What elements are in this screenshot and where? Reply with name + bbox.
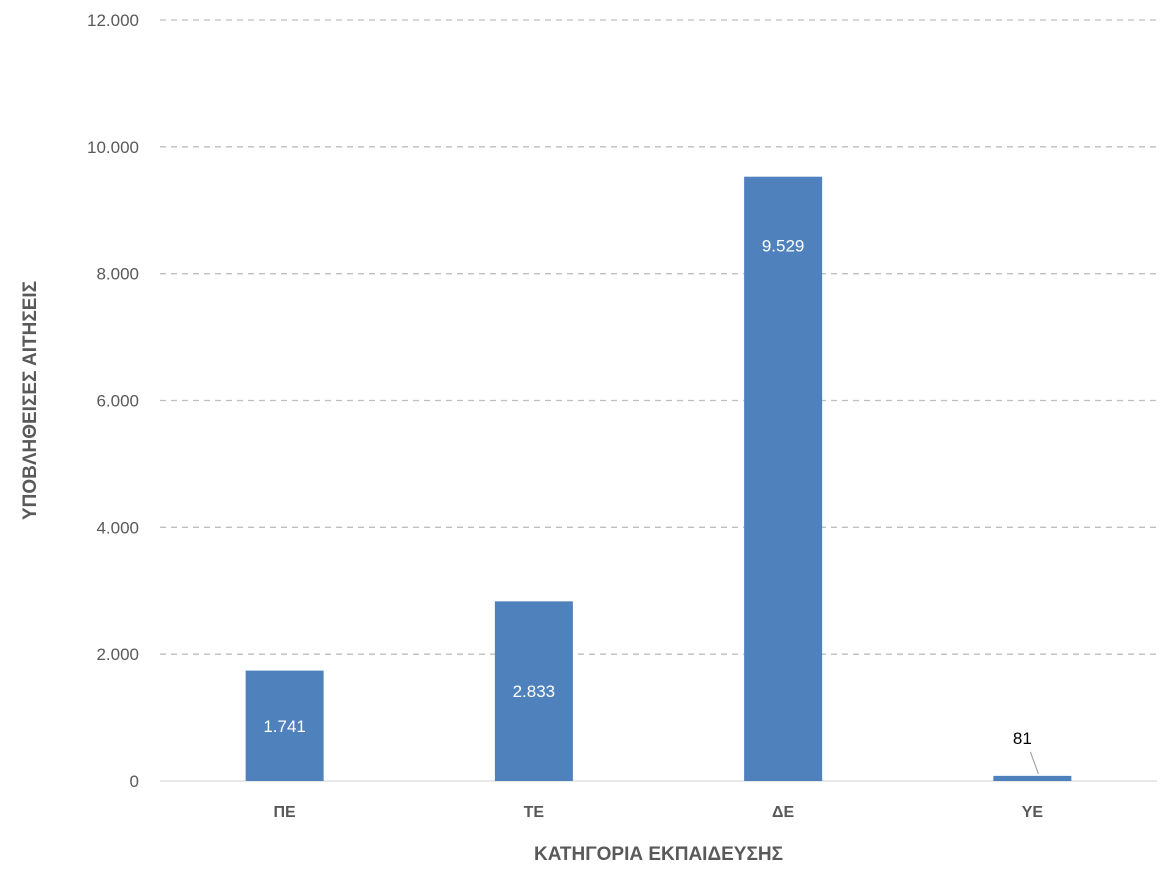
y-tick-label: 6.000 <box>96 392 139 411</box>
gridlines <box>160 19 1157 655</box>
x-category-label: ΠΕ <box>274 804 297 821</box>
bar-value-label: 2.833 <box>513 682 556 701</box>
y-tick-label: 2.000 <box>96 645 139 664</box>
bar <box>993 775 1072 781</box>
x-axis-title: ΚΑΤΗΓΟΡΙΑ ΕΚΠΑΙΔΕΥΣΗΣ <box>534 844 783 865</box>
bar <box>744 176 823 781</box>
x-category-labels: ΠΕ ΤΕ ΔΕ ΥΕ <box>274 804 1044 821</box>
bar <box>494 601 573 781</box>
bar <box>245 670 324 781</box>
y-tick-labels: 0 2.000 4.000 6.000 8.000 10.000 12.000 <box>87 11 139 791</box>
y-tick-label: 4.000 <box>96 518 139 537</box>
x-category-label: ΥΕ <box>1022 804 1044 821</box>
x-category-label: ΤΕ <box>524 804 545 821</box>
bar-value-labels: 1.741 2.833 9.529 81 <box>263 237 1039 775</box>
y-axis-title: ΥΠΟΒΛΗΘΕΙΣΕΣ ΑΙΤΗΣΕΙΣ <box>20 281 41 520</box>
leader-line <box>1029 751 1039 775</box>
y-tick-label: 0 <box>130 772 139 791</box>
bar-value-label: 9.529 <box>762 237 805 256</box>
y-tick-label: 8.000 <box>96 265 139 284</box>
x-category-label: ΔΕ <box>772 804 795 821</box>
bar-value-label: 81 <box>1013 729 1032 748</box>
bar-value-label: 1.741 <box>263 717 306 736</box>
y-tick-label: 12.000 <box>87 11 139 30</box>
bars <box>245 176 1072 781</box>
y-tick-label: 10.000 <box>87 138 139 157</box>
